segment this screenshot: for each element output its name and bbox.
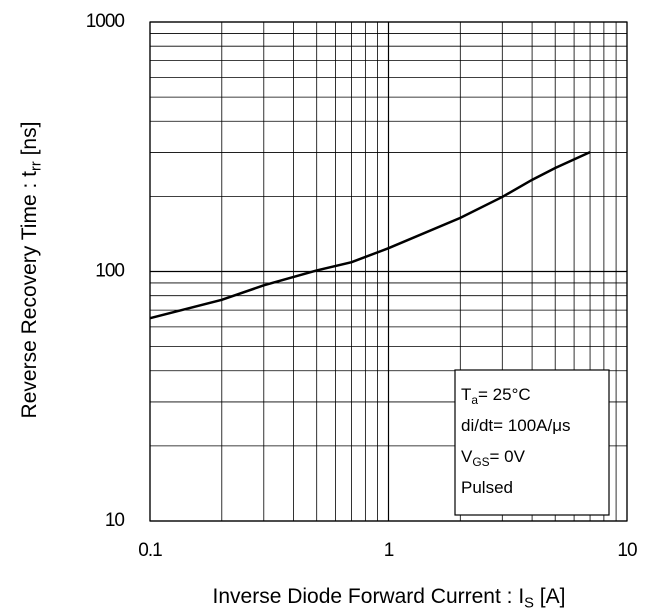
x-tick-label: 10 bbox=[617, 540, 637, 561]
plot-border bbox=[149, 21, 628, 522]
annotation-part: di/dt= 100A/μs bbox=[461, 416, 571, 435]
x-axis-title: Inverse Diode Forward Current : IS [A] bbox=[213, 585, 566, 612]
annotation: Ta= 25°C bbox=[461, 385, 531, 407]
annotation-part: a bbox=[471, 393, 478, 407]
annotation-part: = 25°C bbox=[478, 385, 531, 404]
annotation-part: = 0V bbox=[490, 447, 526, 466]
x-tick-label: 1 bbox=[384, 540, 394, 561]
y-axis-title: Reverse Recovery Time : trr [ns] bbox=[18, 122, 45, 419]
annotation-part: T bbox=[461, 385, 471, 404]
y-tick-label: 100 bbox=[95, 261, 124, 282]
y-axis-title-part: Reverse Recovery Time : t bbox=[18, 171, 41, 419]
x-axis-title-part: Inverse Diode Forward Current : I bbox=[213, 585, 525, 608]
x-tick-label: 0.1 bbox=[138, 540, 162, 561]
data-line bbox=[149, 150, 591, 320]
annotation-part: GS bbox=[472, 455, 489, 469]
annotation-part: Pulsed bbox=[461, 478, 513, 497]
y-tick-label: 1000 bbox=[86, 11, 125, 32]
annotation-part: V bbox=[461, 447, 473, 466]
y-axis-title-part: [ns] bbox=[18, 122, 41, 162]
annotation: di/dt= 100A/μs bbox=[461, 416, 571, 435]
x-axis-title-part: [A] bbox=[534, 585, 566, 608]
y-axis-title-part: rr bbox=[28, 161, 44, 171]
x-axis-title-part: S bbox=[524, 595, 534, 611]
annotation: Pulsed bbox=[461, 478, 513, 497]
annotation-box bbox=[454, 369, 610, 516]
y-tick-label: 10 bbox=[105, 510, 125, 531]
annotation: VGS= 0V bbox=[461, 447, 526, 469]
